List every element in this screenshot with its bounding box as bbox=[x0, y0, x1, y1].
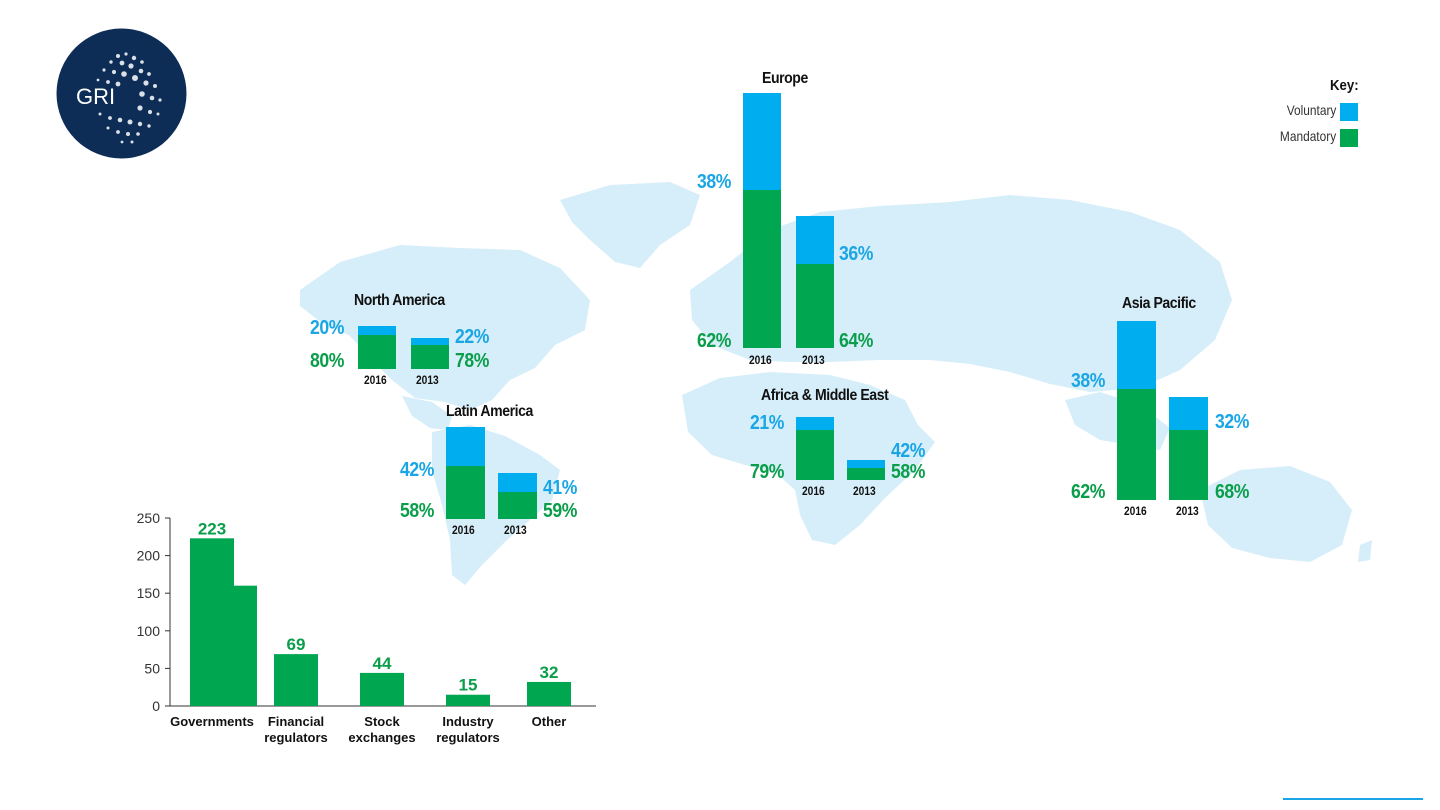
legend-label-mandatory: Mandatory bbox=[1279, 128, 1336, 144]
year-europe-2013: 2013 bbox=[802, 353, 825, 367]
y-tick-label: 250 bbox=[137, 510, 161, 526]
x-tick-label: exchanges bbox=[348, 730, 415, 745]
label-europe-2016-mandatory: 62% bbox=[697, 330, 731, 352]
australia-shape bbox=[1200, 466, 1352, 562]
bar-africa-middle-east-2016-voluntary bbox=[796, 417, 834, 430]
bar-north-america-2013-voluntary bbox=[411, 338, 449, 345]
x-tick-label: Other bbox=[532, 714, 567, 729]
bar-industry-regulators bbox=[446, 694, 490, 706]
bar-north-america-2013-mandatory bbox=[411, 345, 449, 369]
bar-value-label: 69 bbox=[287, 635, 306, 654]
legend-swatch-voluntary bbox=[1340, 103, 1358, 121]
label-europe-2013-voluntary: 36% bbox=[839, 243, 873, 265]
x-tick-label: regulators bbox=[436, 730, 500, 745]
label-europe-2016-voluntary: 38% bbox=[697, 171, 731, 193]
label-africa-middle-east-2016-voluntary: 21% bbox=[750, 412, 784, 434]
label-north-america-2013-mandatory: 78% bbox=[455, 350, 489, 372]
year-europe-2016: 2016 bbox=[749, 353, 772, 367]
bar-africa-middle-east-2016-mandatory bbox=[796, 430, 834, 480]
bar-value-label: 32 bbox=[540, 663, 559, 682]
bar-governments-secondary bbox=[233, 585, 257, 706]
label-asia-pacific-2013-mandatory: 68% bbox=[1215, 481, 1249, 503]
bar-other bbox=[527, 681, 571, 706]
label-africa-middle-east-2016-mandatory: 79% bbox=[750, 461, 784, 483]
label-asia-pacific-2016-mandatory: 62% bbox=[1071, 481, 1105, 503]
label-africa-middle-east-2013-voluntary: 42% bbox=[891, 440, 925, 462]
year-north-america-2013: 2013 bbox=[416, 373, 439, 387]
label-north-america-2016-mandatory: 80% bbox=[310, 350, 344, 372]
bar-africa-middle-east-2013-mandatory bbox=[847, 468, 885, 480]
region-title-europe: Europe bbox=[762, 70, 808, 87]
bar-latin-america-2016-mandatory bbox=[446, 466, 485, 519]
bar-north-america-2016-voluntary bbox=[358, 326, 396, 335]
y-tick-label: 200 bbox=[137, 548, 161, 564]
bar-latin-america-2013-voluntary bbox=[498, 473, 537, 492]
legend-title: Key: bbox=[1330, 77, 1359, 94]
y-tick-label: 100 bbox=[137, 623, 161, 639]
logo-text: GRI bbox=[76, 84, 115, 109]
central-america-shape bbox=[402, 396, 452, 430]
label-asia-pacific-2013-voluntary: 32% bbox=[1215, 411, 1249, 433]
region-title-latin-america: Latin America bbox=[446, 403, 533, 420]
region-title-asia-pacific: Asia Pacific bbox=[1122, 295, 1196, 312]
label-latin-america-2013-voluntary: 41% bbox=[543, 477, 577, 499]
bar-value-label: 44 bbox=[373, 654, 392, 673]
bar-governments bbox=[190, 538, 234, 706]
label-north-america-2013-voluntary: 22% bbox=[455, 326, 489, 348]
bar-asia-pacific-2016-voluntary bbox=[1117, 321, 1156, 389]
y-tick-label: 0 bbox=[152, 698, 160, 714]
label-latin-america-2016-mandatory: 58% bbox=[400, 500, 434, 522]
bar-value-label: 15 bbox=[459, 676, 478, 695]
label-africa-middle-east-2013-mandatory: 58% bbox=[891, 461, 925, 483]
year-asia-pacific-2016: 2016 bbox=[1124, 504, 1147, 518]
north-america-shape bbox=[300, 245, 590, 410]
year-north-america-2016: 2016 bbox=[364, 373, 387, 387]
region-title-africa-middle-east: Africa & Middle East bbox=[761, 387, 889, 404]
bar-asia-pacific-2013-mandatory bbox=[1169, 430, 1208, 500]
label-latin-america-2013-mandatory: 59% bbox=[543, 500, 577, 522]
bar-europe-2016-mandatory bbox=[743, 190, 781, 348]
greenland-shape bbox=[560, 182, 700, 268]
x-tick-label: Stock bbox=[364, 714, 400, 729]
year-asia-pacific-2013: 2013 bbox=[1176, 504, 1199, 518]
bar-africa-middle-east-2013-voluntary bbox=[847, 460, 885, 468]
bar-europe-2013-voluntary bbox=[796, 216, 834, 264]
label-north-america-2016-voluntary: 20% bbox=[310, 317, 344, 339]
x-tick-label: Financial bbox=[268, 714, 324, 729]
x-tick-label: regulators bbox=[264, 730, 328, 745]
bar-financial-regulators bbox=[274, 654, 318, 706]
y-tick-label: 50 bbox=[144, 660, 160, 676]
bar-stock-exchanges bbox=[360, 672, 404, 706]
decorative-rule bbox=[1283, 798, 1423, 800]
new-zealand-shape bbox=[1358, 540, 1372, 562]
bar-north-america-2016-mandatory bbox=[358, 335, 396, 369]
bar-europe-2016-voluntary bbox=[743, 93, 781, 190]
x-tick-label: Governments bbox=[170, 714, 254, 729]
bar-asia-pacific-2016-mandatory bbox=[1117, 389, 1156, 500]
y-tick-label: 150 bbox=[137, 585, 161, 601]
year-latin-america-2013: 2013 bbox=[504, 523, 527, 537]
label-asia-pacific-2016-voluntary: 38% bbox=[1071, 370, 1105, 392]
bar-europe-2013-mandatory bbox=[796, 264, 834, 348]
bar-latin-america-2016-voluntary bbox=[446, 427, 485, 466]
label-europe-2013-mandatory: 64% bbox=[839, 330, 873, 352]
bar-value-label: 223 bbox=[198, 519, 226, 538]
gri-logo: GRI bbox=[56, 28, 187, 159]
bar-latin-america-2013-mandatory bbox=[498, 492, 537, 519]
x-tick-label: Industry bbox=[442, 714, 494, 729]
legend-label-voluntary: Voluntary bbox=[1286, 102, 1336, 118]
legend-swatch-mandatory bbox=[1340, 129, 1358, 147]
label-latin-america-2016-voluntary: 42% bbox=[400, 459, 434, 481]
year-latin-america-2016: 2016 bbox=[452, 523, 475, 537]
year-africa-middle-east-2013: 2013 bbox=[853, 484, 876, 498]
region-title-north-america: North America bbox=[354, 292, 445, 309]
bar-asia-pacific-2013-voluntary bbox=[1169, 397, 1208, 430]
year-africa-middle-east-2016: 2016 bbox=[802, 484, 825, 498]
